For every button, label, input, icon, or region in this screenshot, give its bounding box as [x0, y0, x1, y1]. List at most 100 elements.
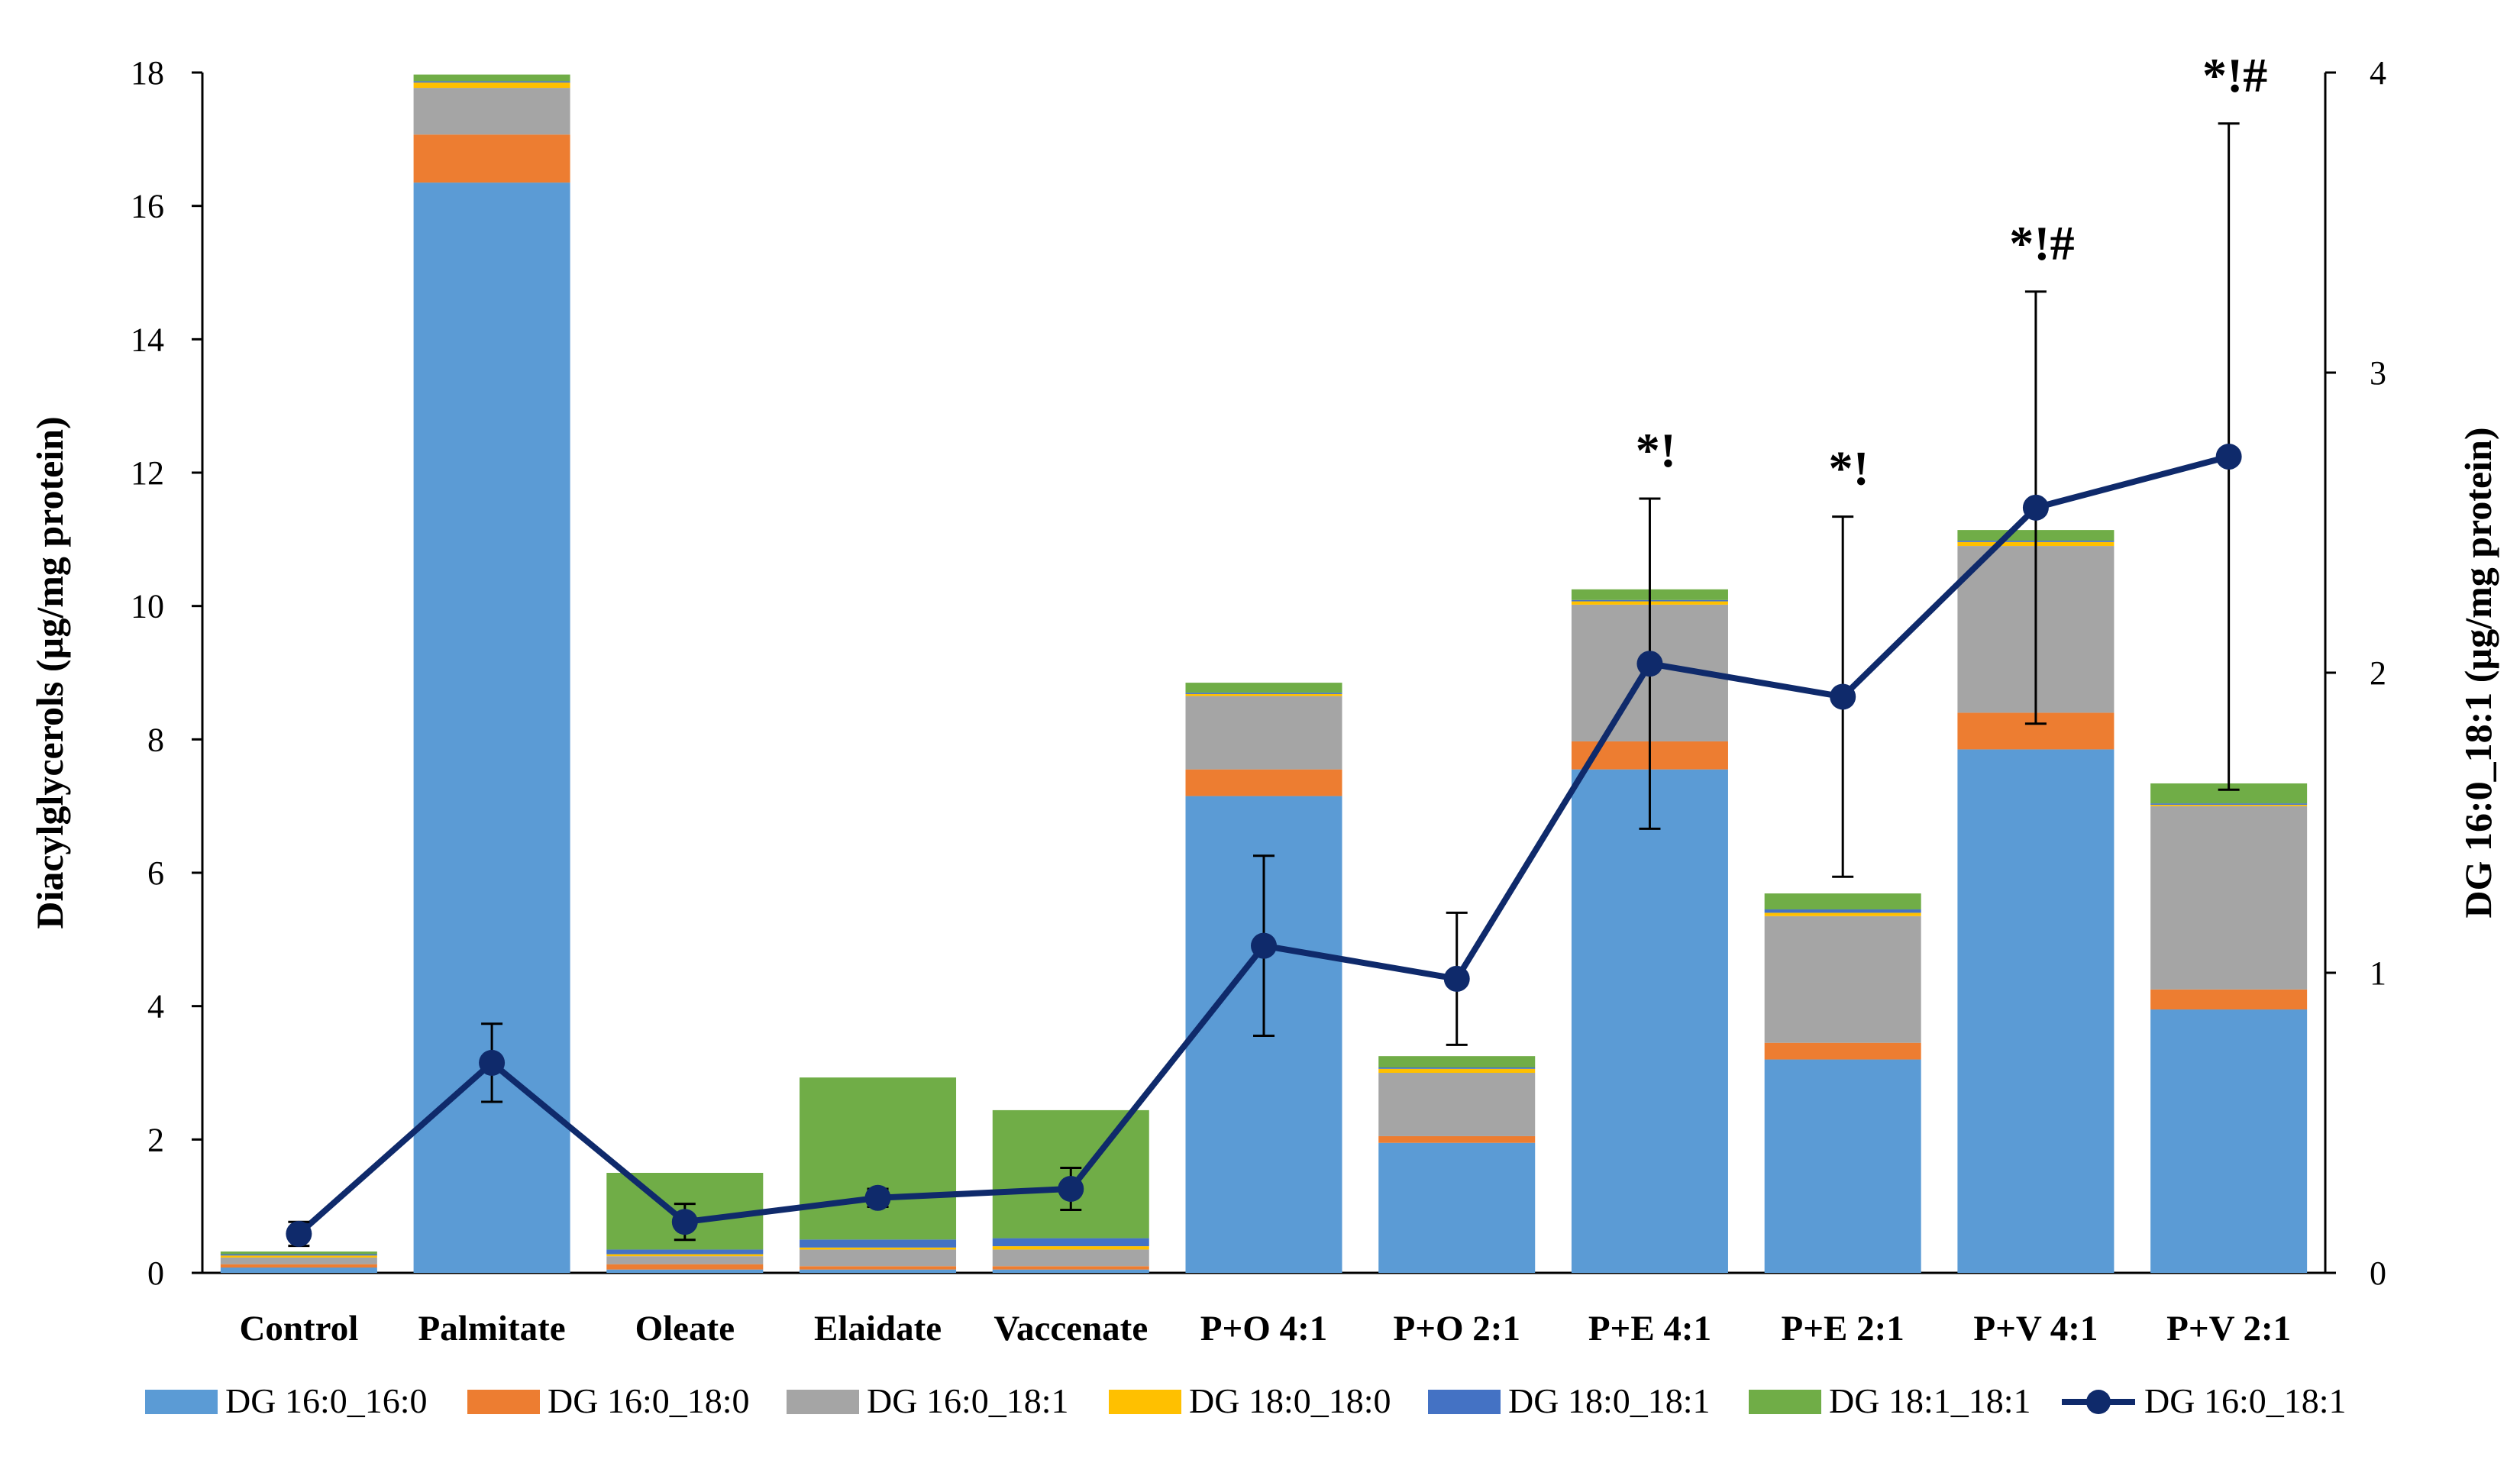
line-point: [2022, 494, 2049, 521]
bar-segment: [2150, 806, 2308, 990]
bar-segment: [1185, 693, 1342, 696]
bar-segment: [1378, 1135, 1536, 1143]
x-tick-label: Control: [239, 1309, 358, 1348]
bar-segment: [800, 1269, 957, 1273]
line-point: [286, 1220, 312, 1247]
line-point: [479, 1049, 506, 1076]
line-point: [1636, 651, 1663, 677]
bar-segment: [413, 81, 570, 83]
bar-segment: [1185, 696, 1342, 770]
significance-marker: *!: [1829, 441, 1869, 496]
significance-marker: *!: [1636, 423, 1676, 477]
legend-label: DG 16:0_18:1: [2144, 1381, 2347, 1420]
bar-segment: [1378, 1068, 1536, 1073]
bar-segment: [800, 1266, 957, 1270]
bar-segment: [1378, 1056, 1536, 1068]
legend-label: DG 18:0_18:1: [1508, 1381, 1711, 1420]
x-tick-label: P+E 2:1: [1782, 1309, 1905, 1348]
legend-swatch: [1109, 1390, 1181, 1414]
bar-segment: [1378, 1142, 1536, 1273]
line-point: [1443, 965, 1470, 992]
line-point: [864, 1184, 891, 1211]
y-tick-label: 0: [147, 1255, 164, 1292]
bar-segment: [606, 1269, 764, 1273]
y2-tick-label: 2: [2370, 654, 2386, 692]
x-tick-label: Vaccenate: [993, 1309, 1148, 1348]
x-tick-label: Palmitate: [418, 1309, 566, 1348]
x-tick-label: P+E 4:1: [1588, 1309, 1711, 1348]
bar-segment: [992, 1266, 1149, 1270]
bar-segment: [1185, 769, 1342, 796]
bar-segment: [606, 1264, 764, 1270]
bar-segment: [1378, 1073, 1536, 1136]
bar-segment: [220, 1251, 377, 1255]
bar-segment: [1764, 1059, 1921, 1273]
line-point: [671, 1209, 698, 1235]
bar-segment: [1957, 749, 2115, 1273]
significance-annotations: *! *! *!# *!#: [1636, 48, 2267, 496]
y-axis-title: Diacylglycerols (µg/mg protein): [28, 416, 71, 929]
bar-segment: [992, 1238, 1149, 1247]
bar-segment: [1764, 909, 1921, 913]
bar-segment: [992, 1269, 1149, 1273]
legend-line-marker: [2086, 1390, 2111, 1414]
legend-label: DG 16:0_18:1: [867, 1381, 1069, 1420]
legend-label: DG 18:1_18:1: [1829, 1381, 2031, 1420]
bar-segment: [220, 1254, 377, 1256]
legend-swatch: [467, 1390, 540, 1414]
legend-swatch: [1749, 1390, 1821, 1414]
bar-segment: [2150, 804, 2308, 806]
bar-segment: [2150, 803, 2308, 805]
bar-segment: [800, 1077, 957, 1240]
x-tick-label: P+V 2:1: [2166, 1309, 2291, 1348]
y2-tick-label: 4: [2370, 54, 2386, 92]
legend: DG 16:0_16:0 DG 16:0_18:0 DG 16:0_18:1 DG 1…: [145, 1381, 2347, 1420]
y2-tick-label: 0: [2370, 1255, 2386, 1292]
y-tick-label: 12: [131, 454, 164, 492]
bar-segment: [1185, 683, 1342, 693]
y-tick-label: 10: [131, 588, 164, 625]
bar-segment: [220, 1257, 377, 1264]
bar-segment: [1571, 769, 1728, 1273]
line-point: [1058, 1175, 1084, 1202]
y-tick-label: 4: [147, 988, 164, 1025]
significance-marker: *!#: [2202, 48, 2267, 102]
bar-segment: [1764, 912, 1921, 916]
bar-segment: [606, 1254, 764, 1257]
y-tick-label: 14: [131, 321, 164, 358]
line-point: [2215, 444, 2242, 470]
bar-segment: [413, 88, 570, 135]
y2-axis-title: DG 16:0_18:1 (µg/mg protein): [2457, 427, 2499, 918]
axis-labels: Control Palmitate Oleate Elaidate Vaccenate P…: [28, 416, 2499, 1348]
significance-marker: *!#: [2009, 216, 2074, 270]
x-tick-label: P+V 4:1: [1973, 1309, 2098, 1348]
x-tick-label: P+O 2:1: [1394, 1309, 1520, 1348]
line-series: [286, 122, 2242, 1248]
bar-segment: [606, 1256, 764, 1264]
bar-segment: [220, 1268, 377, 1273]
x-tick-label: Oleate: [635, 1309, 735, 1348]
y-tick-label: 6: [147, 854, 164, 892]
bar-segment: [413, 82, 570, 89]
legend-swatch: [145, 1390, 218, 1414]
bar-segment: [992, 1246, 1149, 1250]
bars: [220, 74, 2308, 1274]
bar-segment: [606, 1249, 764, 1255]
bar-segment: [2150, 989, 2308, 1010]
bar-segment: [1764, 893, 1921, 910]
bar-segment: [800, 1247, 957, 1250]
bar-segment: [1185, 693, 1342, 694]
bar-segment: [413, 134, 570, 183]
bar-segment: [800, 1249, 957, 1267]
legend-label: DG 16:0_16:0: [225, 1381, 428, 1420]
line-point: [1251, 932, 1277, 959]
bar-segment: [220, 1255, 377, 1258]
legend-label: DG 18:0_18:0: [1189, 1381, 1391, 1420]
x-tick-label: P+O 4:1: [1200, 1309, 1327, 1348]
bar-segment: [992, 1249, 1149, 1267]
legend-swatch: [1428, 1390, 1501, 1414]
y-tick-label: 2: [147, 1121, 164, 1158]
x-tick-label: Elaidate: [814, 1309, 942, 1348]
bar-segment: [1764, 916, 1921, 1043]
y2-tick-label: 3: [2370, 354, 2386, 392]
